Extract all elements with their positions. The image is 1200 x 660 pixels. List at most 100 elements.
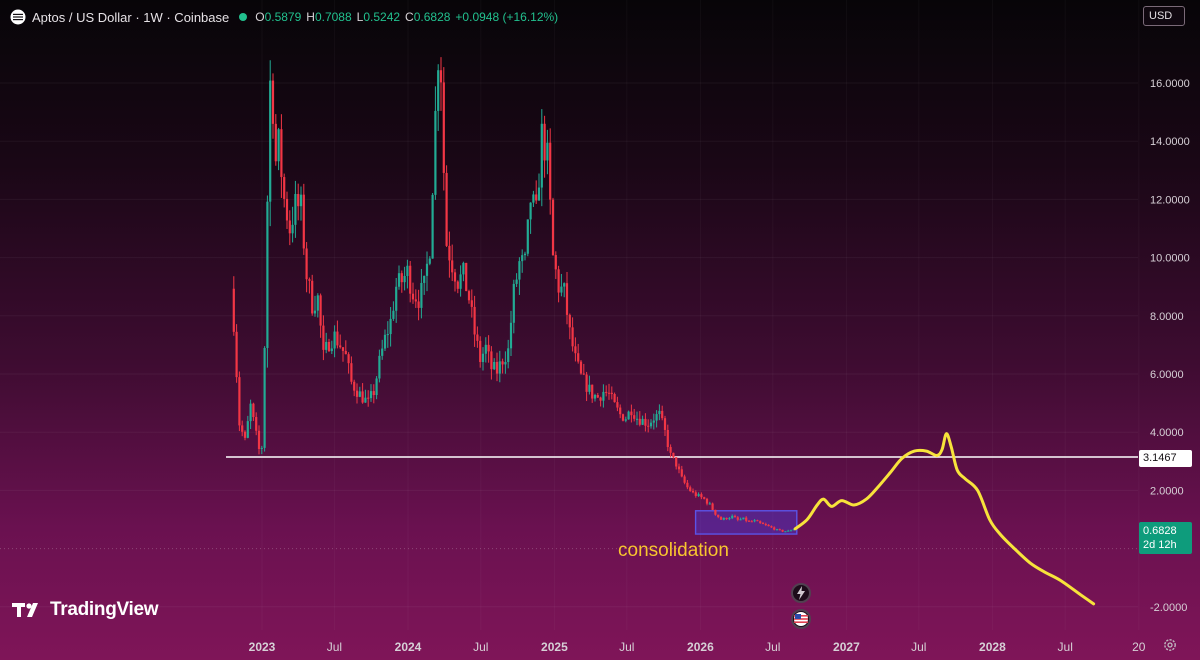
- candle-body: [319, 295, 322, 326]
- candle-body: [439, 70, 443, 83]
- candle-body: [694, 492, 697, 496]
- candle-body: [647, 425, 650, 427]
- candle-body: [406, 265, 409, 276]
- candle-body: [599, 397, 602, 401]
- candle-body: [565, 283, 569, 315]
- candle-body: [241, 425, 244, 432]
- us-flag-icon: [794, 612, 808, 626]
- candle-body: [400, 273, 403, 283]
- candle-body: [442, 82, 445, 173]
- candle-body: [302, 194, 305, 249]
- y-tick-label: 6.0000: [1150, 369, 1184, 381]
- candle-body: [532, 194, 535, 203]
- candle-body: [269, 80, 272, 202]
- candle-body: [383, 334, 387, 349]
- candle-body: [313, 310, 317, 314]
- symbol-title[interactable]: Aptos / US Dollar · 1W · Coinbase: [32, 9, 230, 25]
- candle-body: [291, 224, 294, 234]
- x-axis[interactable]: 2023 Jul 2024 Jul 2025 Jul 2026 Jul 2027 Jul 2028 J…: [249, 640, 1146, 654]
- candle-body: [409, 265, 412, 294]
- candle-body: [591, 384, 594, 399]
- candle-body: [621, 414, 625, 421]
- candle-body: [655, 414, 658, 421]
- candle-body: [677, 466, 681, 470]
- y-axis[interactable]: 16.0000 14.0000 12.0000 10.0000 8.0000 6.0000…: [1150, 78, 1190, 614]
- x-tick-label: Jul: [765, 640, 780, 654]
- candle-body: [336, 331, 339, 346]
- candle-body: [719, 516, 723, 520]
- event-marker-lightning[interactable]: [791, 583, 811, 603]
- candle-body: [680, 469, 683, 477]
- candle-body: [364, 397, 367, 403]
- candle-body: [770, 526, 773, 528]
- candle-body: [274, 123, 277, 162]
- event-marker-economic[interactable]: [791, 609, 811, 629]
- candle-body: [252, 403, 255, 418]
- candle-body: [425, 263, 429, 276]
- candle-body: [299, 194, 303, 207]
- currency-button[interactable]: USD: [1143, 6, 1185, 26]
- candle-body: [339, 345, 342, 348]
- candle-body: [420, 282, 423, 308]
- candle-body: [381, 348, 384, 356]
- x-tick-label: 2028: [979, 640, 1006, 654]
- candle-body: [691, 491, 695, 493]
- candle-body: [305, 248, 308, 280]
- high-value: H0.7088: [306, 10, 352, 24]
- candle-body: [619, 407, 622, 415]
- consolidation-label[interactable]: consolidation: [618, 540, 729, 561]
- candle-body: [602, 391, 605, 401]
- candle-body: [501, 361, 504, 365]
- candle-body: [417, 301, 420, 308]
- candle-body: [557, 269, 560, 293]
- projection[interactable]: [793, 432, 1096, 606]
- candle-body: [515, 279, 518, 284]
- x-tick-label: Jul: [1058, 640, 1073, 654]
- candle-body: [344, 350, 347, 355]
- gear-icon[interactable]: [1162, 637, 1178, 653]
- candle-body: [613, 394, 616, 403]
- candle-body: [369, 391, 373, 399]
- candle-body: [658, 410, 661, 415]
- brand-logo[interactable]: TradingView: [12, 599, 159, 621]
- candle-body: [641, 418, 644, 425]
- candle-body: [392, 310, 395, 319]
- candle-body: [445, 172, 448, 246]
- candle-body: [537, 187, 541, 201]
- candle-body: [764, 524, 767, 526]
- candle-body: [540, 123, 543, 188]
- candle-body: [773, 527, 776, 530]
- candle-body: [610, 392, 613, 395]
- candle-body: [294, 194, 297, 225]
- projection-line[interactable]: [793, 432, 1096, 606]
- candle-body: [568, 314, 571, 328]
- candle-body: [322, 325, 325, 350]
- candle-body: [624, 419, 627, 421]
- change-value: +0.0948 (+16.12%): [455, 10, 559, 24]
- candle-body: [297, 194, 300, 207]
- candle-body: [596, 395, 599, 398]
- candle-body: [484, 344, 487, 354]
- candle-body: [781, 529, 784, 532]
- candle-body: [697, 494, 700, 496]
- level-price-tag: 3.1467: [1139, 450, 1192, 467]
- candle-body: [327, 341, 331, 352]
- candle-body: [733, 515, 737, 518]
- candle-body: [481, 353, 485, 363]
- candle-body: [316, 295, 319, 311]
- candle-body: [518, 261, 521, 280]
- x-tick-label: 2026: [687, 640, 714, 654]
- x-tick-label: 2025: [541, 640, 568, 654]
- candle-body: [235, 331, 238, 378]
- low-value: L0.5242: [356, 10, 401, 24]
- candle-body: [358, 391, 361, 397]
- candle-body: [386, 334, 389, 336]
- candle-body: [266, 201, 269, 348]
- candle-body: [232, 288, 235, 332]
- candle-body: [649, 422, 653, 427]
- candle-body: [742, 517, 745, 520]
- candle-body: [434, 110, 437, 195]
- y-tick-label: 8.0000: [1150, 311, 1184, 323]
- candle-body: [283, 177, 286, 199]
